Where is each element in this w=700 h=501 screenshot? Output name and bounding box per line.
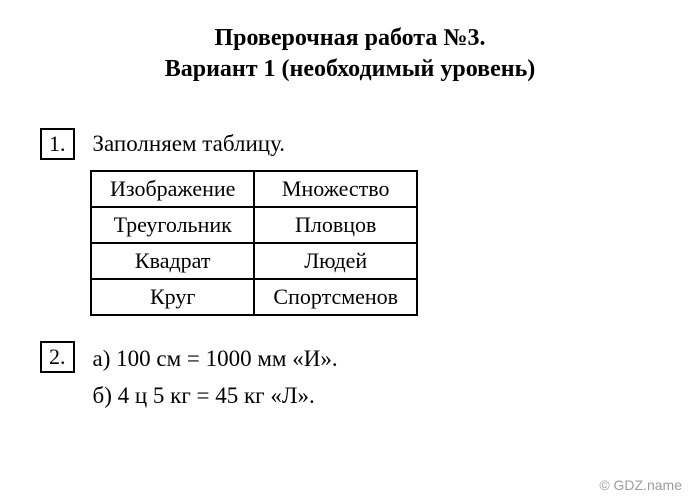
table-header-cell: Множество xyxy=(254,171,417,207)
table-cell: Людей xyxy=(254,243,417,279)
task-1: 1. Заполняем таблицу. Изображение Множес… xyxy=(40,128,660,316)
table-cell: Квадрат xyxy=(91,243,254,279)
title-block: Проверочная работа №3. Вариант 1 (необхо… xyxy=(40,25,660,83)
table-cell: Круг xyxy=(91,279,254,315)
task-2-content: 2. а) 100 см = 1000 мм «И». б) 4 ц 5 кг … xyxy=(40,341,660,415)
title-line-2: Вариант 1 (необходимый уровень) xyxy=(40,56,660,83)
table-header-cell: Изображение xyxy=(91,171,254,207)
table-row: Круг Спортсменов xyxy=(91,279,417,315)
task-1-instruction: Заполняем таблицу. xyxy=(93,131,286,157)
table-cell: Спортсменов xyxy=(254,279,417,315)
title-line-1: Проверочная работа №3. xyxy=(40,25,660,52)
task-1-number: 1. xyxy=(40,128,75,160)
table-row: Треугольник Пловцов xyxy=(91,207,417,243)
task-2-lines: а) 100 см = 1000 мм «И». б) 4 ц 5 кг = 4… xyxy=(93,341,338,415)
watermark: © GDZ.name xyxy=(599,477,682,493)
task-2-line-a: а) 100 см = 1000 мм «И». xyxy=(93,341,338,378)
task-2-number: 2. xyxy=(40,341,75,373)
table-cell: Треугольник xyxy=(91,207,254,243)
task-2-line-b: б) 4 ц 5 кг = 45 кг «Л». xyxy=(93,378,338,415)
task-2: 2. а) 100 см = 1000 мм «И». б) 4 ц 5 кг … xyxy=(40,341,660,415)
table-cell: Пловцов xyxy=(254,207,417,243)
task-1-header: 1. Заполняем таблицу. xyxy=(40,128,660,160)
table-row: Квадрат Людей xyxy=(91,243,417,279)
task-1-table: Изображение Множество Треугольник Пловцо… xyxy=(90,170,418,316)
table-row: Изображение Множество xyxy=(91,171,417,207)
